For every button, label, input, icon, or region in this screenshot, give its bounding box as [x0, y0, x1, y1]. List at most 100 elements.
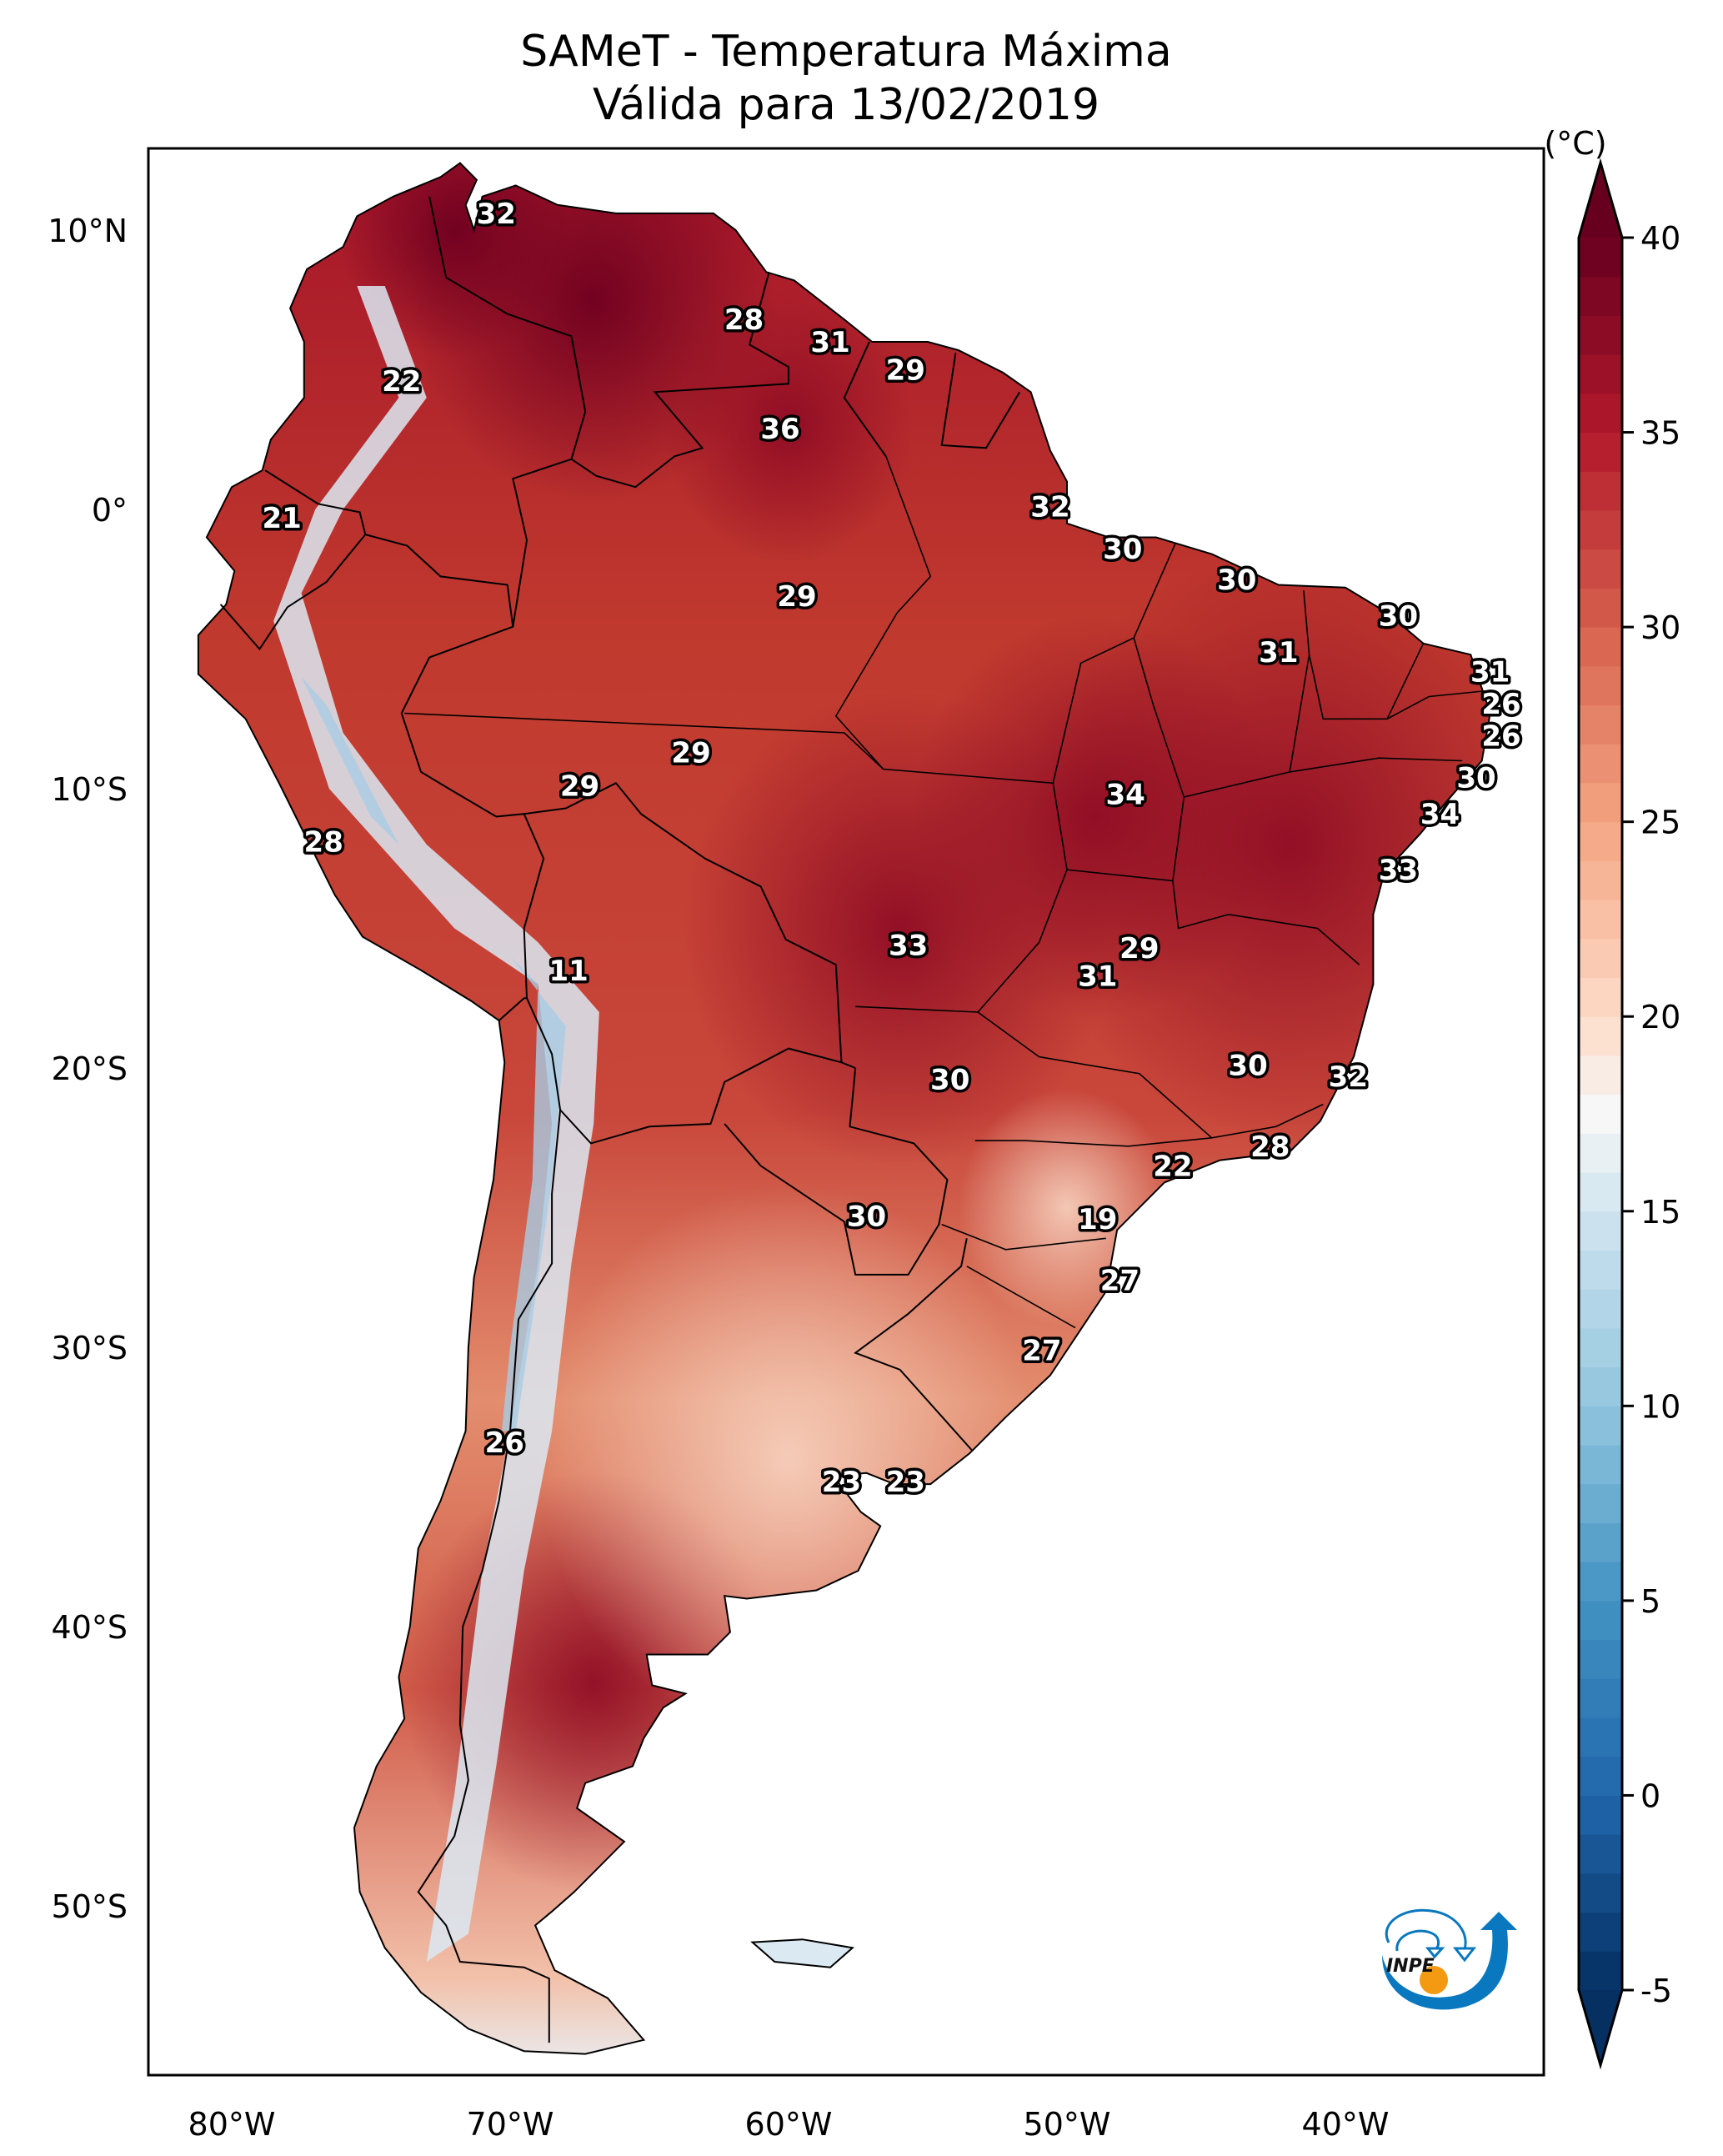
station-value-label: 29 [886, 354, 925, 388]
colorbar-segment [1579, 1289, 1622, 1329]
state-border [1308, 643, 1425, 720]
colorbar-segment [1579, 704, 1622, 745]
x-axis-ticks: 80°W 70°W 60°W 50°W 40°W [188, 2106, 1390, 2143]
station-value-label: 28 [724, 303, 764, 337]
colorbar-segment [1579, 509, 1622, 550]
country-border [523, 782, 856, 1069]
title-line-1: SAMeT - Temperatura Máxima [520, 27, 1172, 77]
state-border [834, 456, 1177, 785]
station-value-label: 28 [304, 826, 343, 860]
colorbar-tick-label: 35 [1640, 415, 1680, 452]
colorbar-segment [1579, 860, 1622, 900]
station-value-label: 27 [1100, 1265, 1139, 1298]
station-value-label: 28 [1250, 1131, 1290, 1164]
colorbar-segment [1579, 588, 1622, 628]
station-value-label: 30 [1456, 762, 1495, 795]
colorbar-segment [1579, 1795, 1622, 1835]
state-border [941, 1223, 1106, 1251]
state-border [1184, 590, 1310, 798]
y-tick-label: 10°S [52, 771, 128, 808]
country-border [219, 469, 367, 651]
inpe-logo: INPE [1382, 1908, 1517, 2010]
colorbar-segment [1579, 1327, 1622, 1368]
title-line-2: Válida para 13/02/2019 [592, 80, 1100, 130]
station-value-label: 27 [1022, 1334, 1061, 1367]
colorbar-ticks: -5 0 5 10 15 20 25 30 35 40 [1622, 220, 1680, 2009]
colorbar-segment [1579, 627, 1622, 667]
colorbar-extend-max [1579, 163, 1622, 238]
country-borders [219, 196, 1485, 2043]
coastline [197, 162, 1491, 2055]
station-value-label: 30 [847, 1201, 886, 1234]
colorbar-segment [1579, 276, 1622, 316]
state-border [1172, 880, 1360, 965]
colorbar-segments [1579, 163, 1622, 2065]
map-frame [147, 147, 1545, 2077]
state-border [976, 869, 1324, 1139]
x-tick-label: 40°W [1302, 2106, 1390, 2143]
station-value-label: 22 [1153, 1150, 1192, 1183]
colorbar-segment [1579, 1406, 1622, 1446]
station-value-label: 31 [1078, 960, 1117, 993]
colorbar-tick-label: -5 [1640, 1973, 1672, 2009]
country-border [417, 1110, 562, 2043]
colorbar-extend-min [1579, 1990, 1622, 2065]
station-value-label: 36 [760, 413, 799, 446]
station-value-label: 26 [1481, 688, 1520, 721]
colorbar-segment [1579, 315, 1622, 355]
colorbar-segment [1579, 977, 1622, 1017]
colorbar-segment [1579, 1250, 1622, 1290]
colorbar-segment [1579, 744, 1622, 784]
country-border [570, 272, 789, 489]
y-tick-label: 40°S [52, 1609, 128, 1646]
station-value-label: 30 [1217, 564, 1256, 597]
colorbar-segment [1579, 549, 1622, 589]
station-value-label: 30 [930, 1063, 969, 1096]
colorbar-segment [1579, 782, 1622, 823]
colorbar-segment [1579, 471, 1622, 511]
station-value-label: 31 [1259, 636, 1298, 669]
station-value-label: 34 [1420, 798, 1460, 831]
colorbar-segment [1579, 393, 1622, 434]
colorbar-tick-label: 20 [1640, 999, 1680, 1035]
station-value-label: 32 [1329, 1060, 1368, 1094]
station-value-label: 23 [822, 1466, 861, 1499]
x-tick-label: 70°W [467, 2106, 554, 2143]
colorbar-segment [1579, 1600, 1622, 1641]
colorbar-tick-label: 40 [1640, 220, 1680, 257]
x-tick-label: 80°W [188, 2106, 276, 2143]
y-tick-label: 0° [92, 492, 128, 529]
station-value-label: 30 [1228, 1050, 1267, 1083]
station-value-label: 32 [1030, 491, 1069, 524]
y-tick-label: 50°S [52, 1888, 128, 1925]
colorbar-unit-label: (°C) [1544, 125, 1606, 162]
x-tick-label: 50°W [1024, 2106, 1111, 2143]
colorbar-segment [1579, 1717, 1622, 1757]
country-border [526, 997, 842, 1145]
colorbar-segment [1579, 1756, 1622, 1796]
y-tick-label: 20°S [52, 1050, 128, 1087]
chart-title: SAMeT - Temperatura Máxima Válida para 1… [148, 25, 1544, 132]
colorbar-segment [1579, 1483, 1622, 1523]
colorbar-segment [1579, 238, 1622, 278]
colorbar-tick-label: 5 [1640, 1583, 1660, 1620]
station-value-label: 19 [1078, 1203, 1117, 1236]
country-border [428, 196, 587, 627]
station-value-label: 33 [1379, 854, 1418, 887]
station-value-label: 30 [1103, 533, 1142, 566]
state-border [404, 712, 884, 770]
temperature-anomaly-blob [959, 1088, 1175, 1327]
station-value-label: 26 [485, 1426, 524, 1460]
colorbar-segment [1579, 1522, 1622, 1562]
colorbar-segment [1579, 1055, 1622, 1096]
logo-arc-arrow-icon [1382, 1912, 1517, 2010]
state-border [1386, 690, 1485, 720]
state-border [974, 1137, 1212, 1147]
colorbar: (°C) -5 0 5 10 15 20 25 30 35 40 [1544, 125, 1680, 2070]
state-border [966, 1266, 1076, 1329]
colorbar-tick-label: 15 [1640, 1194, 1680, 1231]
station-value-label: 29 [560, 770, 599, 804]
station-value-label: 21 [262, 502, 301, 535]
colorbar-segment [1579, 821, 1622, 861]
